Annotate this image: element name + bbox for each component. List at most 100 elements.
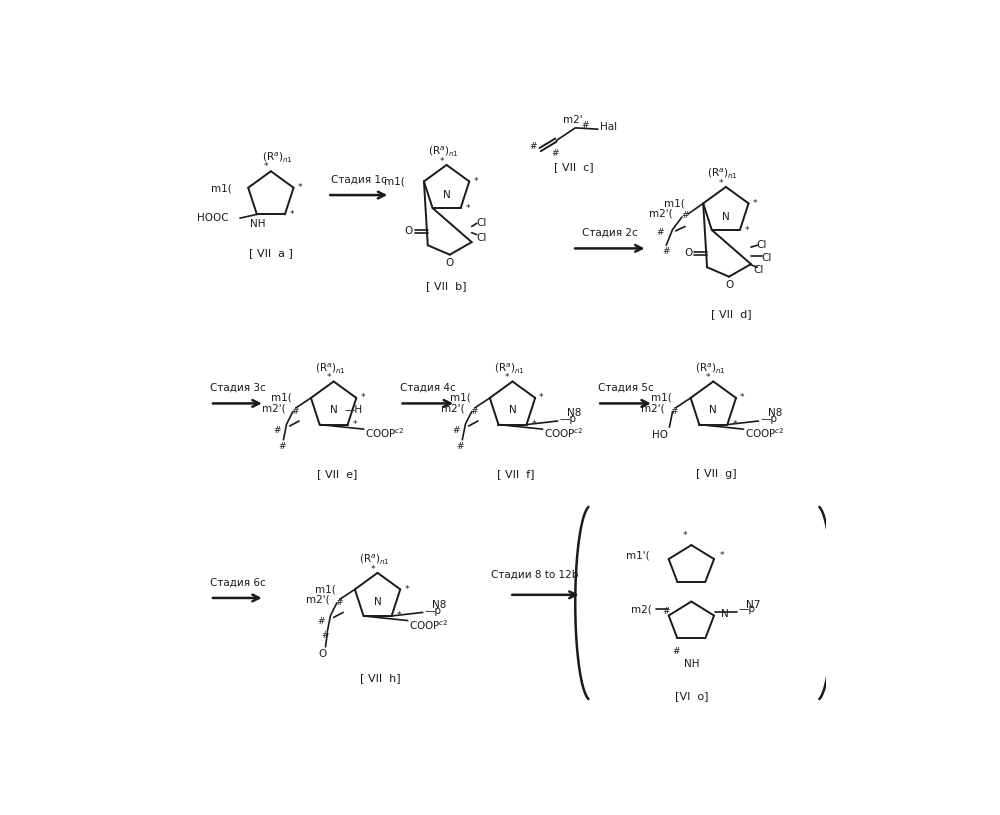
Text: NH: NH: [684, 659, 699, 669]
Text: #: #: [457, 442, 464, 451]
Text: [ VII  a ]: [ VII a ]: [249, 249, 293, 258]
Text: *: *: [360, 394, 365, 403]
Text: m2'(: m2'(: [262, 403, 285, 413]
Text: *: *: [505, 373, 510, 382]
Text: m2'(: m2'(: [641, 403, 665, 413]
Text: O: O: [725, 280, 733, 290]
Text: O: O: [684, 249, 692, 258]
Text: —p: —p: [425, 606, 442, 615]
Text: *: *: [733, 420, 737, 429]
Text: COOP$^{c2}$: COOP$^{c2}$: [365, 426, 405, 440]
Text: N: N: [509, 405, 516, 416]
Text: Стадия 1с: Стадия 1с: [331, 174, 387, 184]
Text: Cl: Cl: [476, 218, 486, 228]
Text: [ VII  f]: [ VII f]: [497, 469, 534, 479]
Text: #: #: [335, 598, 342, 607]
Text: *: *: [439, 156, 444, 165]
Text: (R$^a$)$_{n1}$: (R$^a$)$_{n1}$: [262, 151, 293, 165]
Text: #: #: [291, 407, 298, 416]
Text: #: #: [656, 228, 664, 237]
Text: *: *: [473, 177, 478, 186]
Text: #: #: [551, 148, 559, 157]
Text: COOP$^{c2}$: COOP$^{c2}$: [409, 618, 449, 632]
Text: N: N: [330, 405, 338, 416]
Text: [VI  o]: [VI o]: [675, 691, 708, 701]
Text: *: *: [719, 178, 723, 187]
Text: N8: N8: [432, 600, 446, 610]
Text: *: *: [370, 565, 375, 574]
Text: *: *: [539, 394, 544, 403]
Text: N8: N8: [567, 408, 581, 418]
Text: N7: N7: [746, 600, 760, 610]
Text: —p: —p: [738, 604, 755, 615]
Text: *: *: [466, 204, 470, 213]
Text: *: *: [264, 161, 268, 170]
Text: m2'(: m2'(: [441, 403, 464, 413]
Text: Cl: Cl: [761, 253, 772, 262]
Text: HOOC: HOOC: [197, 214, 229, 223]
Text: —H: —H: [345, 405, 363, 416]
Text: #: #: [529, 143, 537, 152]
Text: m1(: m1(: [315, 584, 336, 594]
Text: O: O: [446, 258, 454, 268]
Text: *: *: [719, 552, 724, 561]
Text: N8: N8: [768, 408, 782, 418]
Text: *: *: [740, 394, 745, 403]
Text: Cl: Cl: [753, 266, 764, 275]
Text: Hal: Hal: [600, 122, 617, 132]
Text: (R$^a$)$_{n1}$: (R$^a$)$_{n1}$: [695, 361, 726, 375]
Text: Стадия 6с: Стадия 6с: [210, 577, 266, 588]
Text: #: #: [662, 247, 670, 256]
Text: COOP$^{c2}$: COOP$^{c2}$: [745, 426, 784, 440]
Text: O: O: [319, 650, 327, 659]
Text: #: #: [322, 631, 329, 640]
Text: *: *: [532, 420, 536, 429]
Text: Cl: Cl: [756, 240, 767, 250]
Text: *: *: [353, 420, 357, 429]
Text: #: #: [662, 606, 670, 615]
Text: *: *: [745, 226, 750, 235]
Text: *: *: [397, 611, 401, 620]
Text: (R$^a$)$_{n1}$: (R$^a$)$_{n1}$: [428, 144, 459, 158]
Text: *: *: [706, 373, 711, 382]
Text: (R$^a$)$_{n1}$: (R$^a$)$_{n1}$: [359, 552, 390, 566]
Text: Стадия 2с: Стадия 2с: [582, 227, 638, 238]
Text: Cl: Cl: [476, 233, 486, 243]
Text: m2'(: m2'(: [649, 209, 673, 219]
Text: [ VII  c]: [ VII c]: [554, 162, 594, 172]
Text: Стадии 8 to 12b: Стадии 8 to 12b: [491, 570, 578, 579]
Text: [ VII  g]: [ VII g]: [696, 469, 737, 479]
Text: (R$^a$)$_{n1}$: (R$^a$)$_{n1}$: [315, 361, 346, 375]
Text: #: #: [317, 617, 325, 626]
Text: #: #: [672, 647, 679, 656]
Text: N: N: [722, 212, 730, 222]
Text: m1(: m1(: [664, 198, 684, 208]
Text: [ VII  d]: [ VII d]: [711, 310, 751, 319]
Text: m1(: m1(: [450, 393, 471, 403]
Text: [ VII  b]: [ VII b]: [426, 281, 467, 291]
Text: Стадия 3с: Стадия 3с: [210, 383, 266, 393]
Text: N: N: [374, 597, 381, 606]
Text: #: #: [470, 407, 477, 416]
Text: —p: —p: [760, 414, 777, 424]
Text: *: *: [326, 373, 331, 382]
Text: *: *: [404, 585, 409, 594]
Text: m1(: m1(: [384, 176, 405, 187]
Text: m1(: m1(: [651, 393, 672, 403]
Text: m1(: m1(: [211, 184, 231, 194]
Text: #: #: [681, 211, 689, 220]
Text: *: *: [298, 183, 302, 192]
Text: m2'(: m2'(: [306, 595, 329, 605]
Text: #: #: [582, 121, 589, 130]
Text: N: N: [721, 609, 728, 619]
Text: Стадия 4с: Стадия 4с: [400, 383, 456, 393]
Text: #: #: [452, 426, 460, 435]
Text: O: O: [405, 227, 413, 236]
Text: #: #: [273, 426, 281, 435]
Text: (R$^a$)$_{n1}$: (R$^a$)$_{n1}$: [494, 361, 525, 375]
Text: *: *: [683, 531, 687, 540]
Text: #: #: [671, 407, 678, 416]
Text: [ VII  h]: [ VII h]: [360, 673, 401, 683]
Text: [ VII  e]: [ VII e]: [317, 469, 357, 479]
Text: NH: NH: [250, 219, 265, 229]
